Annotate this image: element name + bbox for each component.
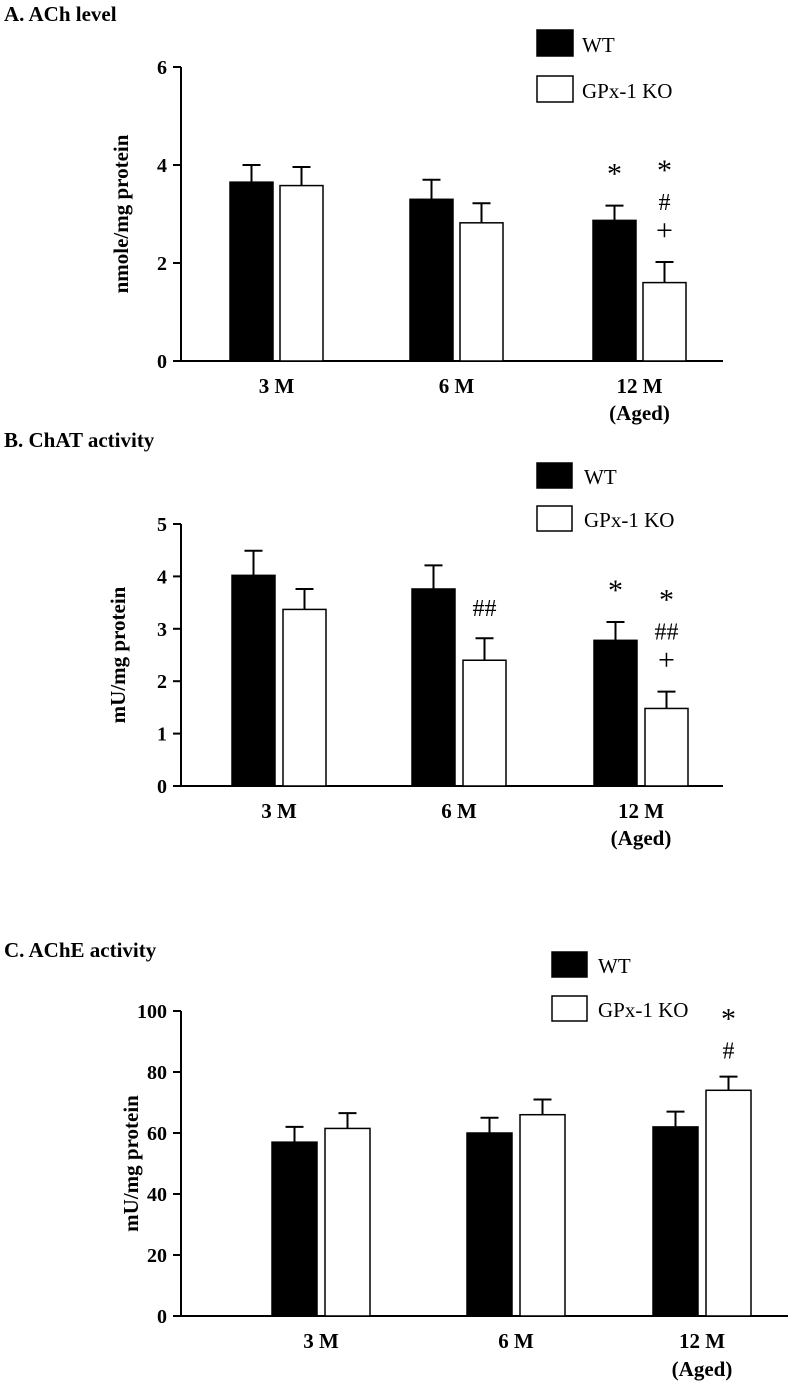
bar: [271, 1141, 318, 1317]
x-tick-label: 6 M: [441, 799, 477, 823]
bar: [229, 181, 274, 362]
chart-title: B. ChAT activity: [4, 428, 155, 452]
x-tick-label: (Aged): [609, 401, 670, 425]
bar: [466, 1132, 513, 1317]
bar: [705, 1089, 752, 1317]
chart-panel-chat: B. ChAT activity 0 1 2 3 4 5 mU/mg protein 3 M #…: [0, 428, 792, 870]
x-tick-label: (Aged): [672, 1357, 733, 1381]
bar: [462, 659, 507, 787]
bar: [282, 608, 327, 787]
bar: [644, 707, 689, 787]
bar: [642, 281, 687, 362]
bar: [324, 1127, 371, 1317]
ach-chart: 0 2 4 6 nmole/mg protein 3 M 6 M * * #+12 M (Aged)…: [109, 29, 723, 425]
legend-swatch: [536, 505, 573, 532]
significance-mark: +: [658, 644, 675, 677]
legend-swatch: [536, 29, 574, 57]
chart-title: C. AChE activity: [4, 938, 157, 962]
legend-label: WT: [582, 33, 615, 57]
y-tick-label: 5: [157, 514, 167, 536]
y-tick-label: 40: [147, 1184, 167, 1206]
legend-swatch: [536, 462, 573, 489]
significance-mark: *: [608, 574, 623, 607]
chart-panel-ach: A. ACh level 0 2 4 6 nmole/mg protein 3 M 6 M *…: [0, 0, 792, 440]
significance-mark: *: [607, 158, 622, 191]
bar: [519, 1113, 566, 1317]
y-axis-label: nmole/mg protein: [109, 134, 133, 293]
significance-mark: ##: [473, 596, 497, 622]
chart-title: A. ACh level: [4, 2, 117, 26]
legend-label: GPx-1 KO: [582, 79, 672, 103]
y-tick-label: 20: [147, 1245, 167, 1267]
x-tick-label: 12 M: [618, 799, 664, 823]
y-axis-label: mU/mg protein: [106, 586, 130, 723]
bar: [592, 219, 637, 362]
legend-label: GPx-1 KO: [598, 998, 688, 1022]
x-tick-label: 3 M: [261, 799, 297, 823]
y-tick-label: 2: [157, 253, 167, 275]
bar: [593, 639, 638, 787]
x-tick-label: 6 M: [498, 1329, 534, 1353]
legend-label: WT: [584, 465, 617, 489]
y-tick-label: 4: [157, 155, 167, 177]
bar: [409, 198, 454, 362]
y-tick-label: 0: [157, 351, 167, 373]
bar: [459, 222, 504, 362]
x-tick-label: 3 M: [259, 374, 295, 398]
significance-mark: *: [659, 584, 674, 617]
legend-swatch: [551, 995, 588, 1022]
significance-mark: #: [659, 190, 671, 216]
bar: [231, 574, 276, 787]
x-tick-label: 12 M: [616, 374, 662, 398]
y-axis-label: mU/mg protein: [119, 1095, 143, 1232]
significance-mark: +: [656, 214, 673, 247]
y-tick-label: 100: [137, 1001, 167, 1023]
legend-label: GPx-1 KO: [584, 508, 674, 532]
x-tick-label: 6 M: [439, 374, 475, 398]
significance-mark: *: [657, 154, 672, 187]
legend-swatch: [536, 75, 574, 103]
y-tick-label: 80: [147, 1062, 167, 1084]
y-tick-label: 0: [157, 776, 167, 798]
legend-swatch: [551, 951, 588, 978]
x-tick-label: (Aged): [611, 826, 672, 850]
y-tick-label: 4: [157, 566, 167, 588]
y-tick-label: 6: [157, 57, 167, 79]
ache-chart: 0 20 40 60 80 100 mU/mg protein 3 M 6 M * #12 M (Ag…: [119, 951, 788, 1381]
y-tick-label: 60: [147, 1123, 167, 1145]
significance-mark: *: [721, 1003, 736, 1036]
bar: [411, 588, 456, 787]
y-tick-label: 0: [157, 1306, 167, 1328]
legend-label: WT: [598, 954, 631, 978]
y-tick-label: 3: [157, 619, 167, 641]
y-tick-label: 2: [157, 671, 167, 693]
x-tick-label: 12 M: [679, 1329, 725, 1353]
significance-mark: #: [723, 1039, 735, 1065]
x-tick-label: 3 M: [303, 1329, 339, 1353]
significance-mark: ##: [655, 620, 679, 646]
bar: [652, 1126, 699, 1317]
y-tick-label: 1: [157, 724, 167, 746]
chart-panel-ache: C. AChE activity 0 20 40 60 80 100 mU/mg prote…: [0, 920, 792, 1383]
bar: [279, 184, 324, 362]
